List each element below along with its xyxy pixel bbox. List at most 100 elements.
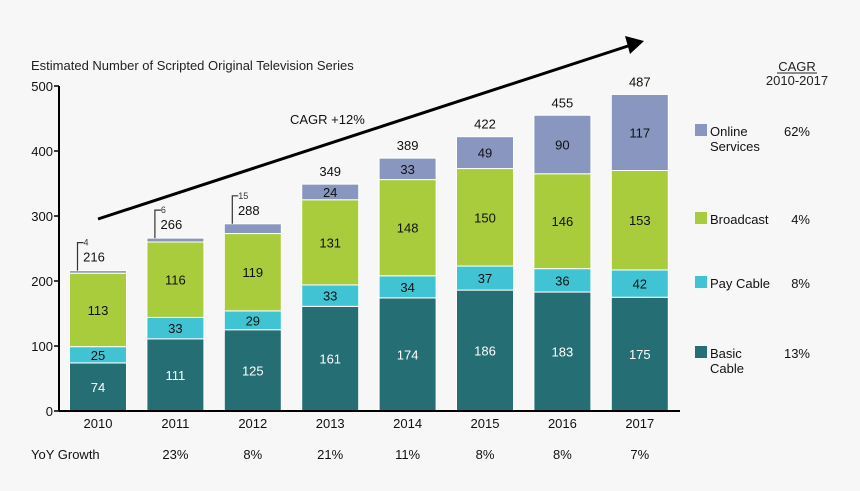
y-tick-label: 200 [31, 274, 53, 289]
legend-swatch [695, 124, 707, 136]
data-label: 34 [400, 280, 414, 295]
legend-subheader: 2010-2017 [766, 73, 828, 88]
data-label-small: 4 [84, 238, 89, 248]
axes-group: 2010 2011 23% 2012 8% 2013 21% 2014 11% 2015 8% 201… [31, 79, 680, 462]
legend-label: Basic [710, 346, 742, 361]
data-label: 161 [319, 352, 341, 367]
total-label: 455 [552, 95, 574, 110]
bar-segment [610, 170, 669, 271]
y-tick-label: 0 [46, 404, 53, 419]
data-label: 42 [633, 277, 647, 292]
data-label: 33 [168, 321, 182, 336]
data-label: 36 [555, 273, 569, 288]
data-label: 116 [165, 273, 186, 288]
x-tick-label: 2016 [548, 416, 577, 431]
yoy-growth-value: 8% [553, 447, 572, 462]
bar-segment [146, 338, 205, 412]
x-tick-label: 2015 [471, 416, 500, 431]
bar-segment [146, 237, 205, 243]
data-label: 131 [319, 235, 341, 250]
data-label-small: 15 [238, 191, 248, 201]
data-label: 33 [323, 289, 337, 304]
bar-segment [378, 297, 437, 412]
data-label: 111 [166, 368, 186, 383]
chart-title: Estimated Number of Scripted Original Te… [31, 58, 354, 73]
data-label: 119 [242, 265, 263, 280]
total-label: 349 [319, 164, 341, 179]
yoy-growth-value: 23% [162, 447, 188, 462]
x-tick-label: 2010 [84, 416, 113, 431]
total-label: 422 [474, 117, 496, 132]
data-label: 146 [552, 214, 574, 229]
y-tick-label: 500 [31, 79, 53, 94]
x-tick-label: 2017 [625, 416, 654, 431]
data-label: 37 [478, 271, 492, 286]
data-label: 74 [91, 380, 105, 395]
cagr-annotation: CAGR +12% [290, 112, 365, 127]
data-label: 113 [88, 303, 109, 318]
total-label: 389 [397, 138, 419, 153]
data-label: 49 [478, 146, 492, 161]
data-label: 90 [555, 138, 569, 153]
bar-segment [456, 265, 514, 291]
x-tick-label: 2011 [161, 416, 189, 431]
bar-segment [533, 173, 592, 270]
data-label: 183 [552, 345, 574, 360]
data-label: 174 [397, 347, 419, 362]
data-label: 125 [242, 363, 264, 378]
yoy-growth-value: 8% [476, 447, 495, 462]
data-label: 24 [323, 185, 337, 200]
bar-segment [456, 136, 514, 170]
legend-cagr: 4% [791, 212, 810, 227]
callout-line [154, 209, 161, 239]
yoy-growth-value: 8% [243, 447, 262, 462]
y-tick-label: 400 [31, 144, 53, 159]
data-label: 153 [629, 213, 651, 228]
legend-swatch [695, 346, 707, 358]
bar-segment [456, 168, 514, 267]
bar-segment [69, 270, 127, 274]
bar-segment [301, 183, 360, 201]
bar-segment [301, 305, 360, 412]
callout-line [76, 242, 84, 271]
data-label: 186 [474, 344, 496, 359]
legend-cagr: 8% [791, 276, 810, 291]
bar-segment [378, 179, 437, 277]
y-tick-label: 100 [31, 339, 53, 354]
bars-group: 74 25 113 4 216 111 33 116 6 266 125 29 119 15 288 161 3… [69, 74, 669, 412]
legend-label: Services [710, 139, 760, 154]
x-tick-label: 2013 [316, 416, 345, 431]
legend-label: Cable [710, 361, 744, 376]
legend-cagr: 62% [784, 124, 810, 139]
total-label: 266 [161, 217, 183, 232]
legend-label: Pay Cable [710, 276, 770, 291]
yoy-growth-value: 11% [395, 447, 420, 462]
yoy-growth-value: 7% [630, 447, 649, 462]
bar-segment [378, 157, 437, 181]
legend-header: CAGR [778, 59, 816, 74]
bar-segment [610, 93, 669, 171]
legend-swatch [695, 276, 707, 288]
bar-segment [146, 241, 205, 318]
data-label: 148 [397, 221, 419, 236]
data-label: 33 [400, 162, 414, 177]
legend-swatch [695, 212, 707, 224]
cagr-arrow-line [97, 44, 629, 221]
data-label-small: 6 [161, 205, 166, 215]
bar-segment [223, 329, 282, 412]
data-label: 150 [474, 210, 496, 225]
total-label: 216 [83, 250, 105, 265]
total-label: 487 [629, 74, 651, 89]
x-tick-label: 2012 [238, 416, 267, 431]
cagr-arrow-head [625, 36, 644, 54]
legend-label: Broadcast [710, 212, 769, 227]
legend-cagr: 13% [784, 346, 810, 361]
data-label: 25 [91, 348, 105, 363]
data-label: 29 [246, 313, 260, 328]
x-tick-label: 2014 [393, 416, 422, 431]
total-label: 288 [238, 203, 260, 218]
data-label: 175 [629, 347, 651, 362]
yoy-growth-value: 21% [317, 447, 343, 462]
